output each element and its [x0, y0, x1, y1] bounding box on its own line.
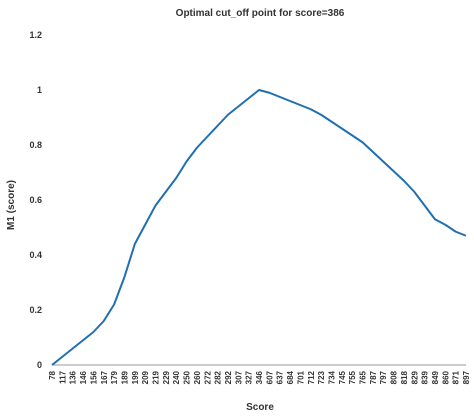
x-tick-label: 167: [100, 370, 109, 384]
x-tick-label: 282: [214, 370, 223, 384]
y-tick-label: 0: [37, 360, 42, 370]
x-tick-label: 146: [79, 370, 88, 384]
x-tick-label: 327: [245, 370, 254, 384]
x-tick-label: 78: [48, 370, 57, 379]
y-tick-label: 0.6: [29, 195, 42, 205]
y-tick-label: 1.2: [29, 30, 42, 40]
x-tick-label: 745: [338, 370, 347, 384]
x-tick-label: 723: [317, 370, 326, 384]
x-tick-label: 229: [162, 370, 171, 384]
x-tick-label: 307: [234, 370, 243, 384]
x-tick-label: 734: [327, 370, 336, 384]
x-tick-label: 712: [307, 370, 316, 384]
y-tick-label: 0.4: [29, 250, 42, 260]
x-tick-label: 860: [441, 370, 450, 384]
x-tick-label: 797: [379, 370, 388, 384]
y-tick-label: 0.2: [29, 305, 42, 315]
x-tick-label: 755: [348, 370, 357, 384]
x-tick-label: 240: [172, 370, 181, 384]
x-tick-label: 897: [462, 370, 471, 384]
x-tick-label: 260: [193, 370, 202, 384]
x-tick-label: 117: [58, 370, 67, 383]
y-tick-label: 1: [37, 85, 42, 95]
x-tick-label: 219: [152, 370, 161, 384]
x-tick-label: 209: [141, 370, 150, 384]
x-tick-label: 787: [369, 370, 378, 384]
x-tick-label: 849: [431, 370, 440, 384]
x-tick-label: 292: [224, 370, 233, 384]
x-tick-label: 189: [120, 370, 129, 384]
x-tick-label: 765: [359, 370, 368, 384]
x-tick-label: 637: [276, 370, 285, 384]
x-tick-label: 272: [203, 370, 212, 384]
line: [51, 89, 467, 366]
x-tick-label: 156: [89, 370, 98, 384]
x-tick-label: 179: [110, 370, 119, 384]
y-tick-label: 0.8: [29, 140, 42, 150]
x-tick-label: 829: [410, 370, 419, 384]
x-tick-label: 808: [390, 370, 399, 384]
chart-title: Optimal cut_off point for score=386: [176, 8, 345, 19]
x-axis-label: Score: [246, 402, 274, 413]
x-tick-label: 250: [183, 370, 192, 384]
x-tick-label: 684: [286, 370, 295, 384]
x-tick-label: 607: [265, 370, 274, 384]
x-tick-label: 871: [452, 370, 461, 384]
x-tick-label: 346: [255, 370, 264, 384]
y-axis-label: M1 (score): [6, 180, 17, 230]
x-tick-label: 199: [131, 370, 140, 384]
x-tick-label: 136: [69, 370, 78, 384]
x-tick-label: 701: [296, 370, 305, 384]
x-tick-label: 839: [421, 370, 430, 384]
x-tick-label: 818: [400, 370, 409, 384]
